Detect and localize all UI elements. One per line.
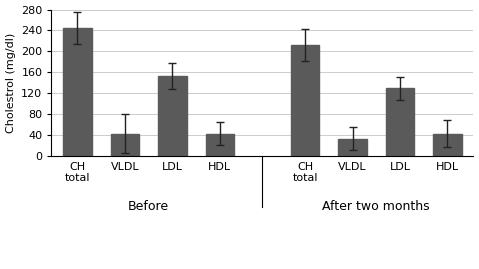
Bar [291,45,319,156]
Bar [158,76,186,156]
Bar [433,133,462,156]
Bar [205,133,234,156]
Text: Before: Before [128,200,169,213]
Y-axis label: Cholestrol (mg/dl): Cholestrol (mg/dl) [6,33,15,133]
Bar [63,28,91,156]
Bar [386,88,414,156]
Bar [111,133,139,156]
Text: After two months: After two months [322,200,430,213]
Bar [338,139,367,156]
